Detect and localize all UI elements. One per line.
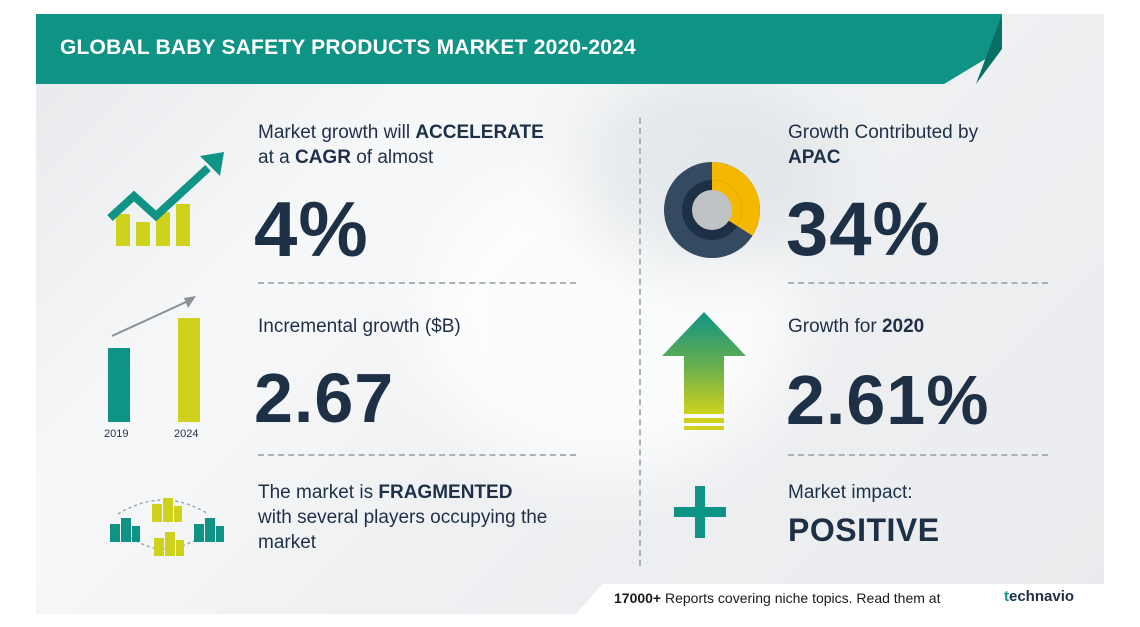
apac-value: 34% <box>786 187 942 272</box>
cagr-value: 4% <box>254 185 369 273</box>
growth-text-line2-post: of almost <box>356 147 434 168</box>
bar-2019 <box>108 348 130 422</box>
divider-left-1 <box>258 282 576 284</box>
growth-text: Market growth will ACCELERATE at a CAGR … <box>258 120 544 170</box>
title-banner <box>36 14 1002 84</box>
buildings-network-icon <box>110 498 224 556</box>
column-divider <box>639 118 641 566</box>
growth-text-line2-emph: CAGR <box>294 147 351 168</box>
incremental-value: 2.67 <box>254 359 395 437</box>
impact-label: Market impact: <box>788 482 913 503</box>
growth-text-pre: Market growth will <box>258 122 411 143</box>
incremental-label: Incremental growth ($B) <box>258 316 461 337</box>
growth-chart-icon <box>107 152 224 246</box>
page-title: GLOBAL BABY SAFETY PRODUCTS MARKET 2020-… <box>60 36 636 59</box>
growth-text-line2-pre: at a <box>258 147 290 168</box>
footer-count: 17000+ <box>614 590 662 606</box>
up-arrow-icon <box>662 312 746 430</box>
market-text-pre: The market is <box>258 482 374 503</box>
technavio-logo[interactable]: technavio <box>1004 588 1074 605</box>
apac-emph: APAC <box>788 147 841 168</box>
plus-icon <box>674 486 726 538</box>
apac-text: Growth Contributed by APAC <box>788 120 978 170</box>
growth-2020-emph: 2020 <box>881 316 925 337</box>
divider-right-2 <box>788 454 1048 456</box>
bar-label-2024: 2024 <box>174 428 199 440</box>
market-text-line3: market <box>258 532 317 553</box>
technavio-logo-mark: t <box>1004 588 1009 605</box>
market-text-line2: with several players occupying the <box>258 507 548 528</box>
apac-label: Growth Contributed by <box>788 122 979 143</box>
market-text: The market is FRAGMENTED with several pl… <box>258 480 547 555</box>
footer-bar <box>576 584 1104 614</box>
apac-donut-icon <box>664 162 761 258</box>
impact-value: POSITIVE <box>788 512 940 548</box>
bar-2024 <box>178 318 200 422</box>
growth-2020-pre: Growth for <box>788 316 877 337</box>
divider-right-1 <box>788 282 1048 284</box>
footer-caption[interactable]: Reports covering niche topics. Read them… <box>665 590 941 606</box>
market-text-emph: FRAGMENTED <box>378 482 513 503</box>
growth-text-emph: ACCELERATE <box>415 122 544 143</box>
growth-2020-text: Growth for 2020 <box>788 314 924 339</box>
divider-left-2 <box>258 454 576 456</box>
growth-2020-value: 2.61% <box>786 361 990 439</box>
footer-text: 17000+ Reports covering niche topics. Re… <box>614 590 940 606</box>
bar-growth-icon <box>108 296 200 422</box>
technavio-logo-text: echnavio <box>1009 588 1075 605</box>
bar-label-2019: 2019 <box>104 428 129 440</box>
